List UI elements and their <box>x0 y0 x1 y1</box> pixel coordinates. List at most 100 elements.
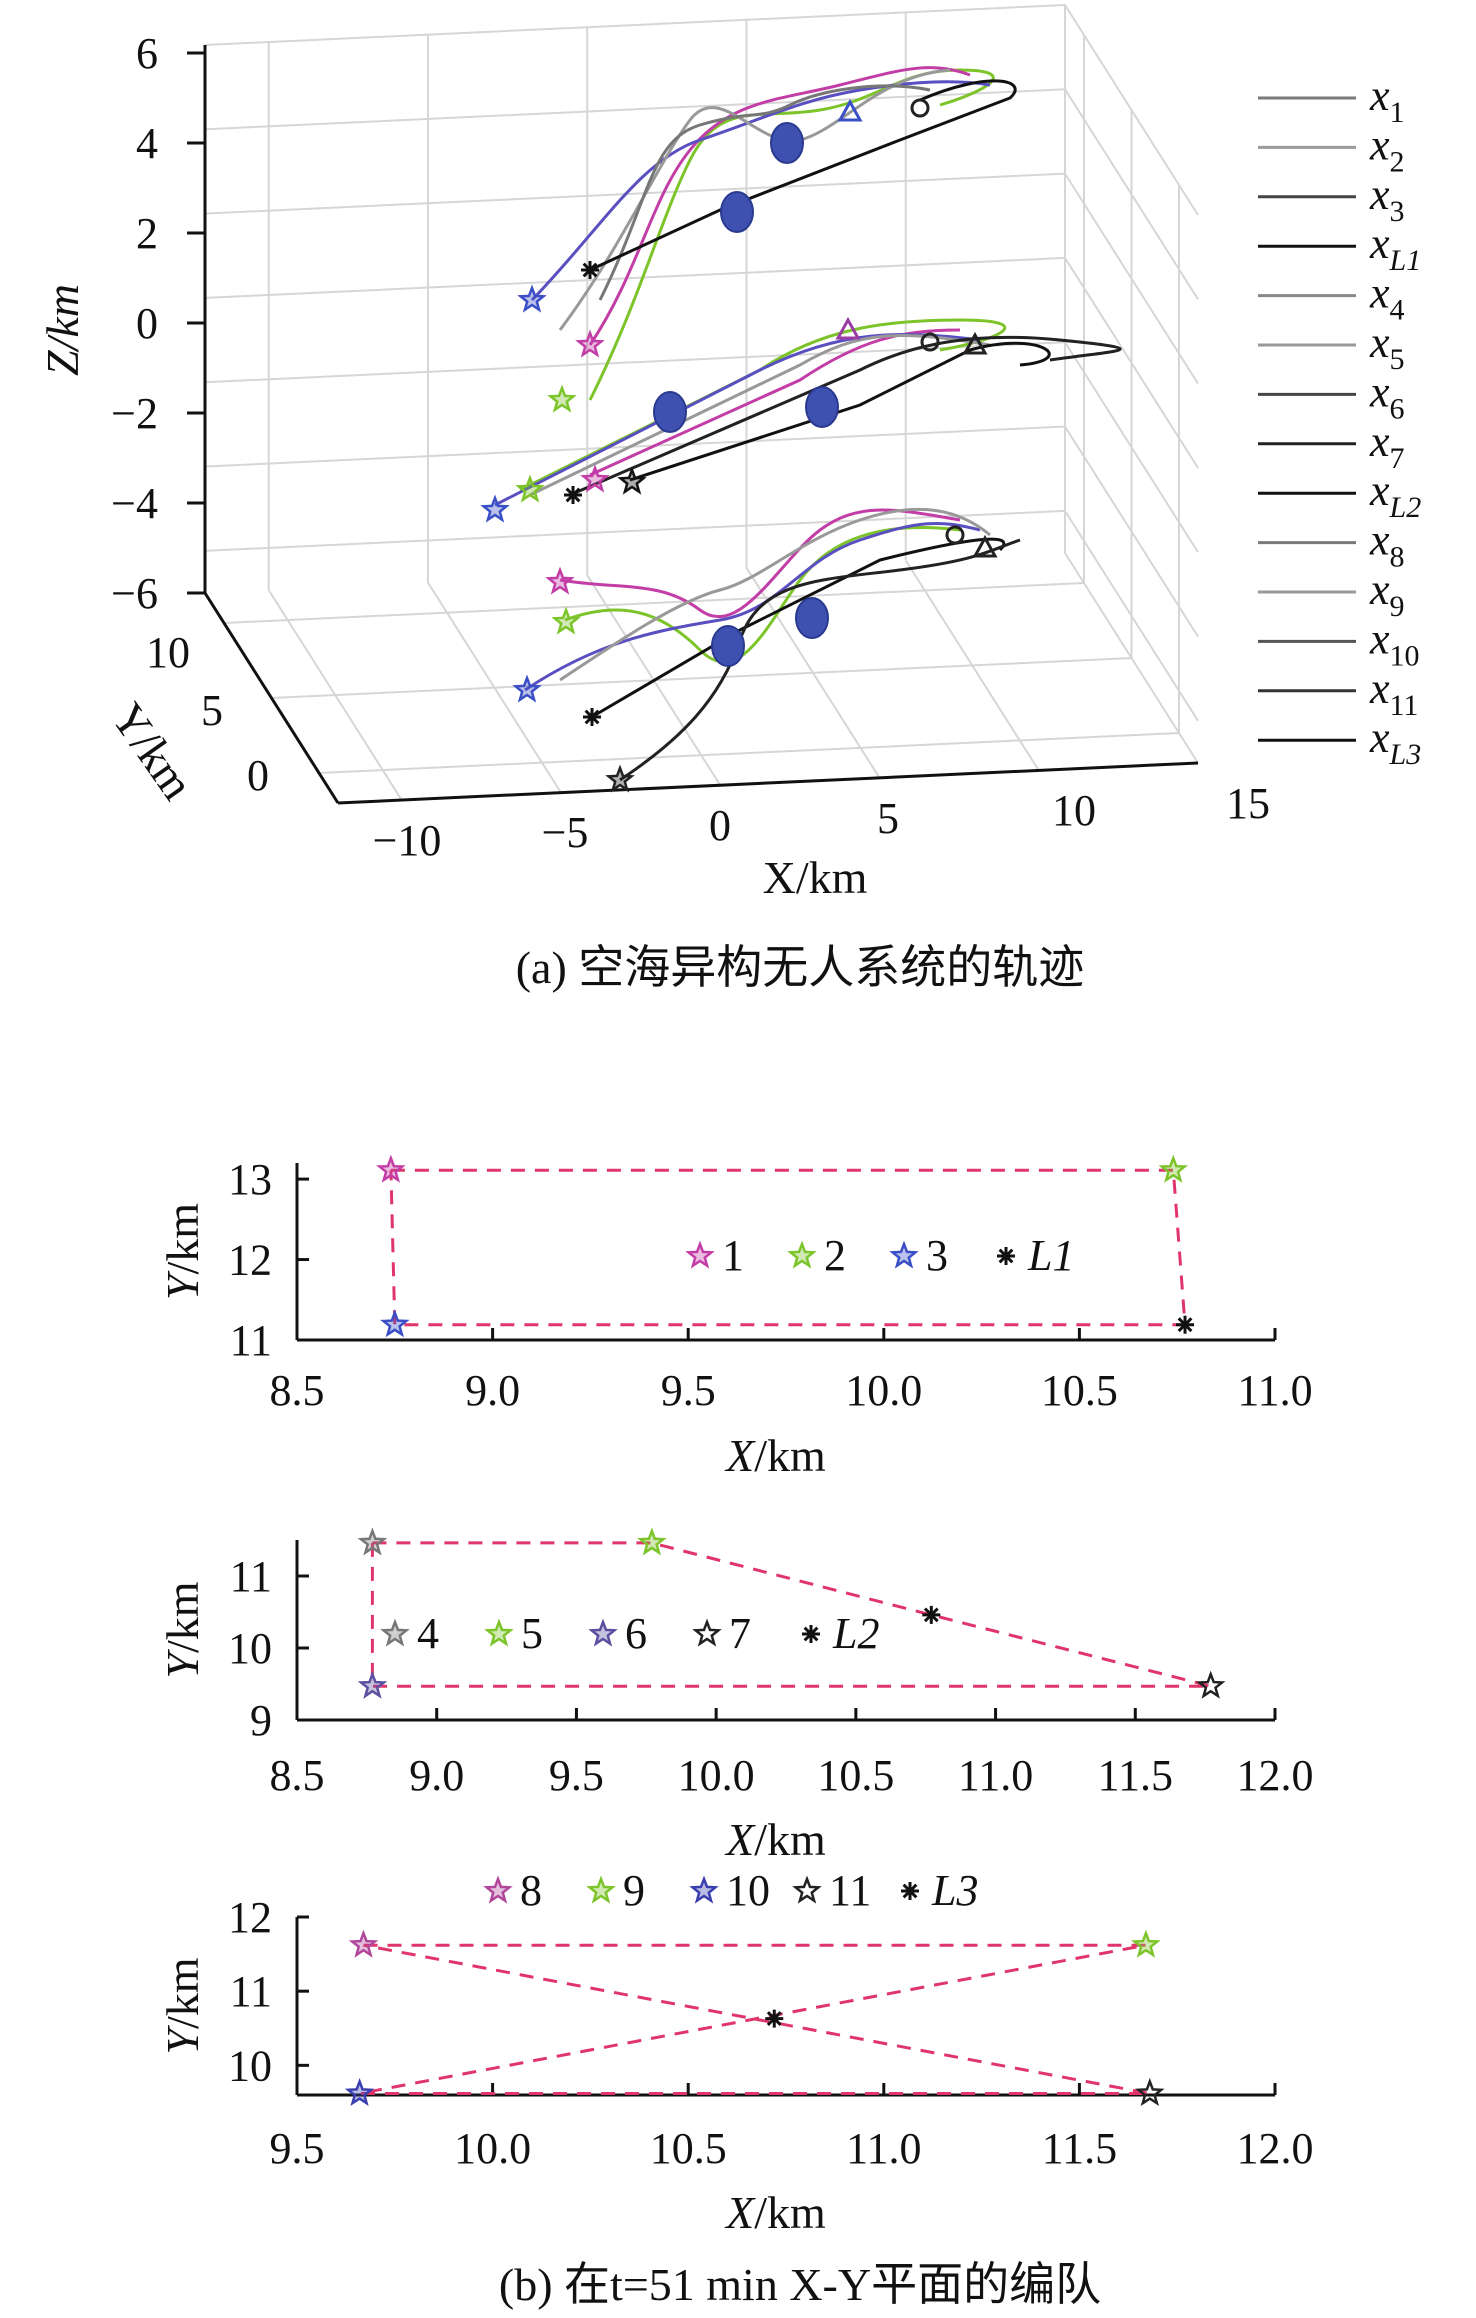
b1-point-L1 <box>1176 1315 1195 1334</box>
trajectory-start-star-8 <box>551 606 581 635</box>
b3-xlabel: X/km <box>724 2187 826 2238</box>
legend-label-subscript: 2 <box>1390 145 1405 178</box>
trajectory-start-star-3 <box>480 494 510 523</box>
b2-legend-label-4: 4 <box>417 1609 439 1658</box>
obstacle-circle-1 <box>720 191 754 233</box>
b3-x-tick-label-0: 9.5 <box>270 2124 325 2173</box>
b1-legend-label-1: 1 <box>722 1231 744 1280</box>
b1-xlabel-unit: /km <box>754 1430 826 1481</box>
x-tick-label-4: 10 <box>1052 786 1096 835</box>
trajectory-end-triangle-2 <box>972 534 998 558</box>
b2-point-6 <box>357 1670 388 1699</box>
b3-x-tick-label-4: 11.5 <box>1042 2124 1117 2173</box>
b3-legend-label-L3: L3 <box>931 1866 978 1915</box>
b2-legend-label-5: 5 <box>521 1609 543 1658</box>
legend-label-base: x <box>1369 417 1390 466</box>
obstacle-circle-3 <box>805 386 839 428</box>
b3-legend-label-10: 10 <box>726 1866 770 1915</box>
b2-legend-marker-5 <box>484 1618 514 1647</box>
legend-label-subscript: 9 <box>1390 590 1405 623</box>
panel-a-xlabel: X/km <box>763 852 868 903</box>
b1-legend-label-3: 3 <box>926 1231 948 1280</box>
b1-legend-marker-L1 <box>997 1247 1015 1265</box>
x-tick-label-5: 15 <box>1226 779 1270 828</box>
legend-label-subscript: 10 <box>1390 639 1420 672</box>
trajectory-path-5 <box>589 79 1017 272</box>
trajectory-start-asterisk-0 <box>581 261 599 279</box>
trajectory-path-4 <box>598 84 931 301</box>
legend-label-base: x <box>1369 516 1390 565</box>
legend-label-x7: x7 <box>1369 417 1405 475</box>
legend-label-base: x <box>1369 120 1390 169</box>
b2-point-5 <box>637 1527 667 1556</box>
b1-x-tick-label-3: 10.0 <box>845 1366 922 1415</box>
legend-label-subscript: L1 <box>1389 244 1422 277</box>
b1-x-tick-label-1: 9.0 <box>465 1366 520 1415</box>
grid-line-z-6 <box>204 3 1199 216</box>
x-axis-line <box>337 761 1199 805</box>
legend-label-xL3: xL3 <box>1369 713 1421 771</box>
b3-legend-label-8: 8 <box>520 1866 542 1915</box>
trajectory-path-15 <box>559 507 991 682</box>
z-tick-label-5: −4 <box>111 479 158 528</box>
legend-label-x3: x3 <box>1369 170 1405 228</box>
b2-point-4 <box>357 1527 388 1556</box>
caption-b: (b) 在t=51 min X-Y平面的编队 <box>499 2259 1101 2310</box>
obstacle-circle-5 <box>795 597 829 639</box>
trajectory-path-3 <box>558 68 951 331</box>
b3-x-tick-label-3: 11.0 <box>846 2124 921 2173</box>
panel-b2-formation-chart: 8.5 9.0 9.5 10.0 10.5 11.0 11.5 12.091011X/kmY/… <box>157 1527 1314 1865</box>
legend-label-subscript: 11 <box>1390 689 1419 722</box>
z-tick-label-2: 2 <box>136 209 158 258</box>
trajectory-end-ring-2 <box>945 525 965 545</box>
b3-point-L3 <box>765 2009 784 2028</box>
b3-legend-marker-11 <box>792 1875 822 1904</box>
panel-a-zlabel: Z/km <box>37 284 88 376</box>
z-tick-label-6: −6 <box>111 569 158 618</box>
panel-a-markers <box>480 98 998 793</box>
trajectory-start-asterisk-1 <box>564 486 582 504</box>
trajectory-end-triangle-0 <box>837 98 863 122</box>
trajectory-path-0 <box>588 68 995 401</box>
legend-label-x5: x5 <box>1369 318 1405 376</box>
legend-label-base: x <box>1369 71 1390 120</box>
b3-ylabel-var: Y <box>157 2025 208 2055</box>
trajectory-end-ring-0 <box>910 98 930 118</box>
z-tick-label-1: 4 <box>136 119 158 168</box>
legend-label-subscript: 5 <box>1390 343 1405 376</box>
obstacle-circle-4 <box>711 625 745 667</box>
grid-line-z-2 <box>204 341 1199 553</box>
b1-legend-label-2: 2 <box>824 1231 846 1280</box>
b3-xlabel-var: X <box>724 2187 756 2238</box>
b1-xlabel-var: X <box>724 1430 756 1481</box>
b3-ylabel-unit: /km <box>157 1957 208 2029</box>
legend-label-x9: x9 <box>1369 565 1405 623</box>
b3-legend-label-11: 11 <box>829 1866 871 1915</box>
b3-point-8 <box>348 1929 379 1958</box>
trajectory-start-star-2 <box>547 384 577 413</box>
legend-label-x2: x2 <box>1369 120 1405 178</box>
b1-point-2 <box>1158 1154 1189 1183</box>
trajectory-path-11 <box>629 341 1051 482</box>
b3-point-9 <box>1131 1929 1161 1958</box>
b3-formation-path <box>359 1943 1151 2095</box>
b2-ylabel-var: Y <box>157 1649 208 1679</box>
grid-line-z-4 <box>204 172 1199 385</box>
b1-point-1 <box>376 1154 406 1183</box>
legend-label-x11: x11 <box>1369 664 1418 722</box>
trajectory-start-star-0 <box>517 284 547 313</box>
obstacle-circle-2 <box>653 391 687 433</box>
legend-label-subscript: 3 <box>1390 195 1405 228</box>
b2-point-L2 <box>922 1605 941 1624</box>
trajectory-end-triangle-3 <box>962 331 988 355</box>
b1-legend-marker-2 <box>787 1240 817 1269</box>
b3-y-tick-label-2: 12 <box>228 1893 272 1942</box>
trajectory-start-star-7 <box>545 566 575 595</box>
b1-x-tick-label-0: 8.5 <box>270 1366 325 1415</box>
b2-x-tick-label-2: 9.5 <box>549 1751 604 1800</box>
caption-a: (a) 空海异构无人系统的轨迹 <box>516 942 1085 993</box>
